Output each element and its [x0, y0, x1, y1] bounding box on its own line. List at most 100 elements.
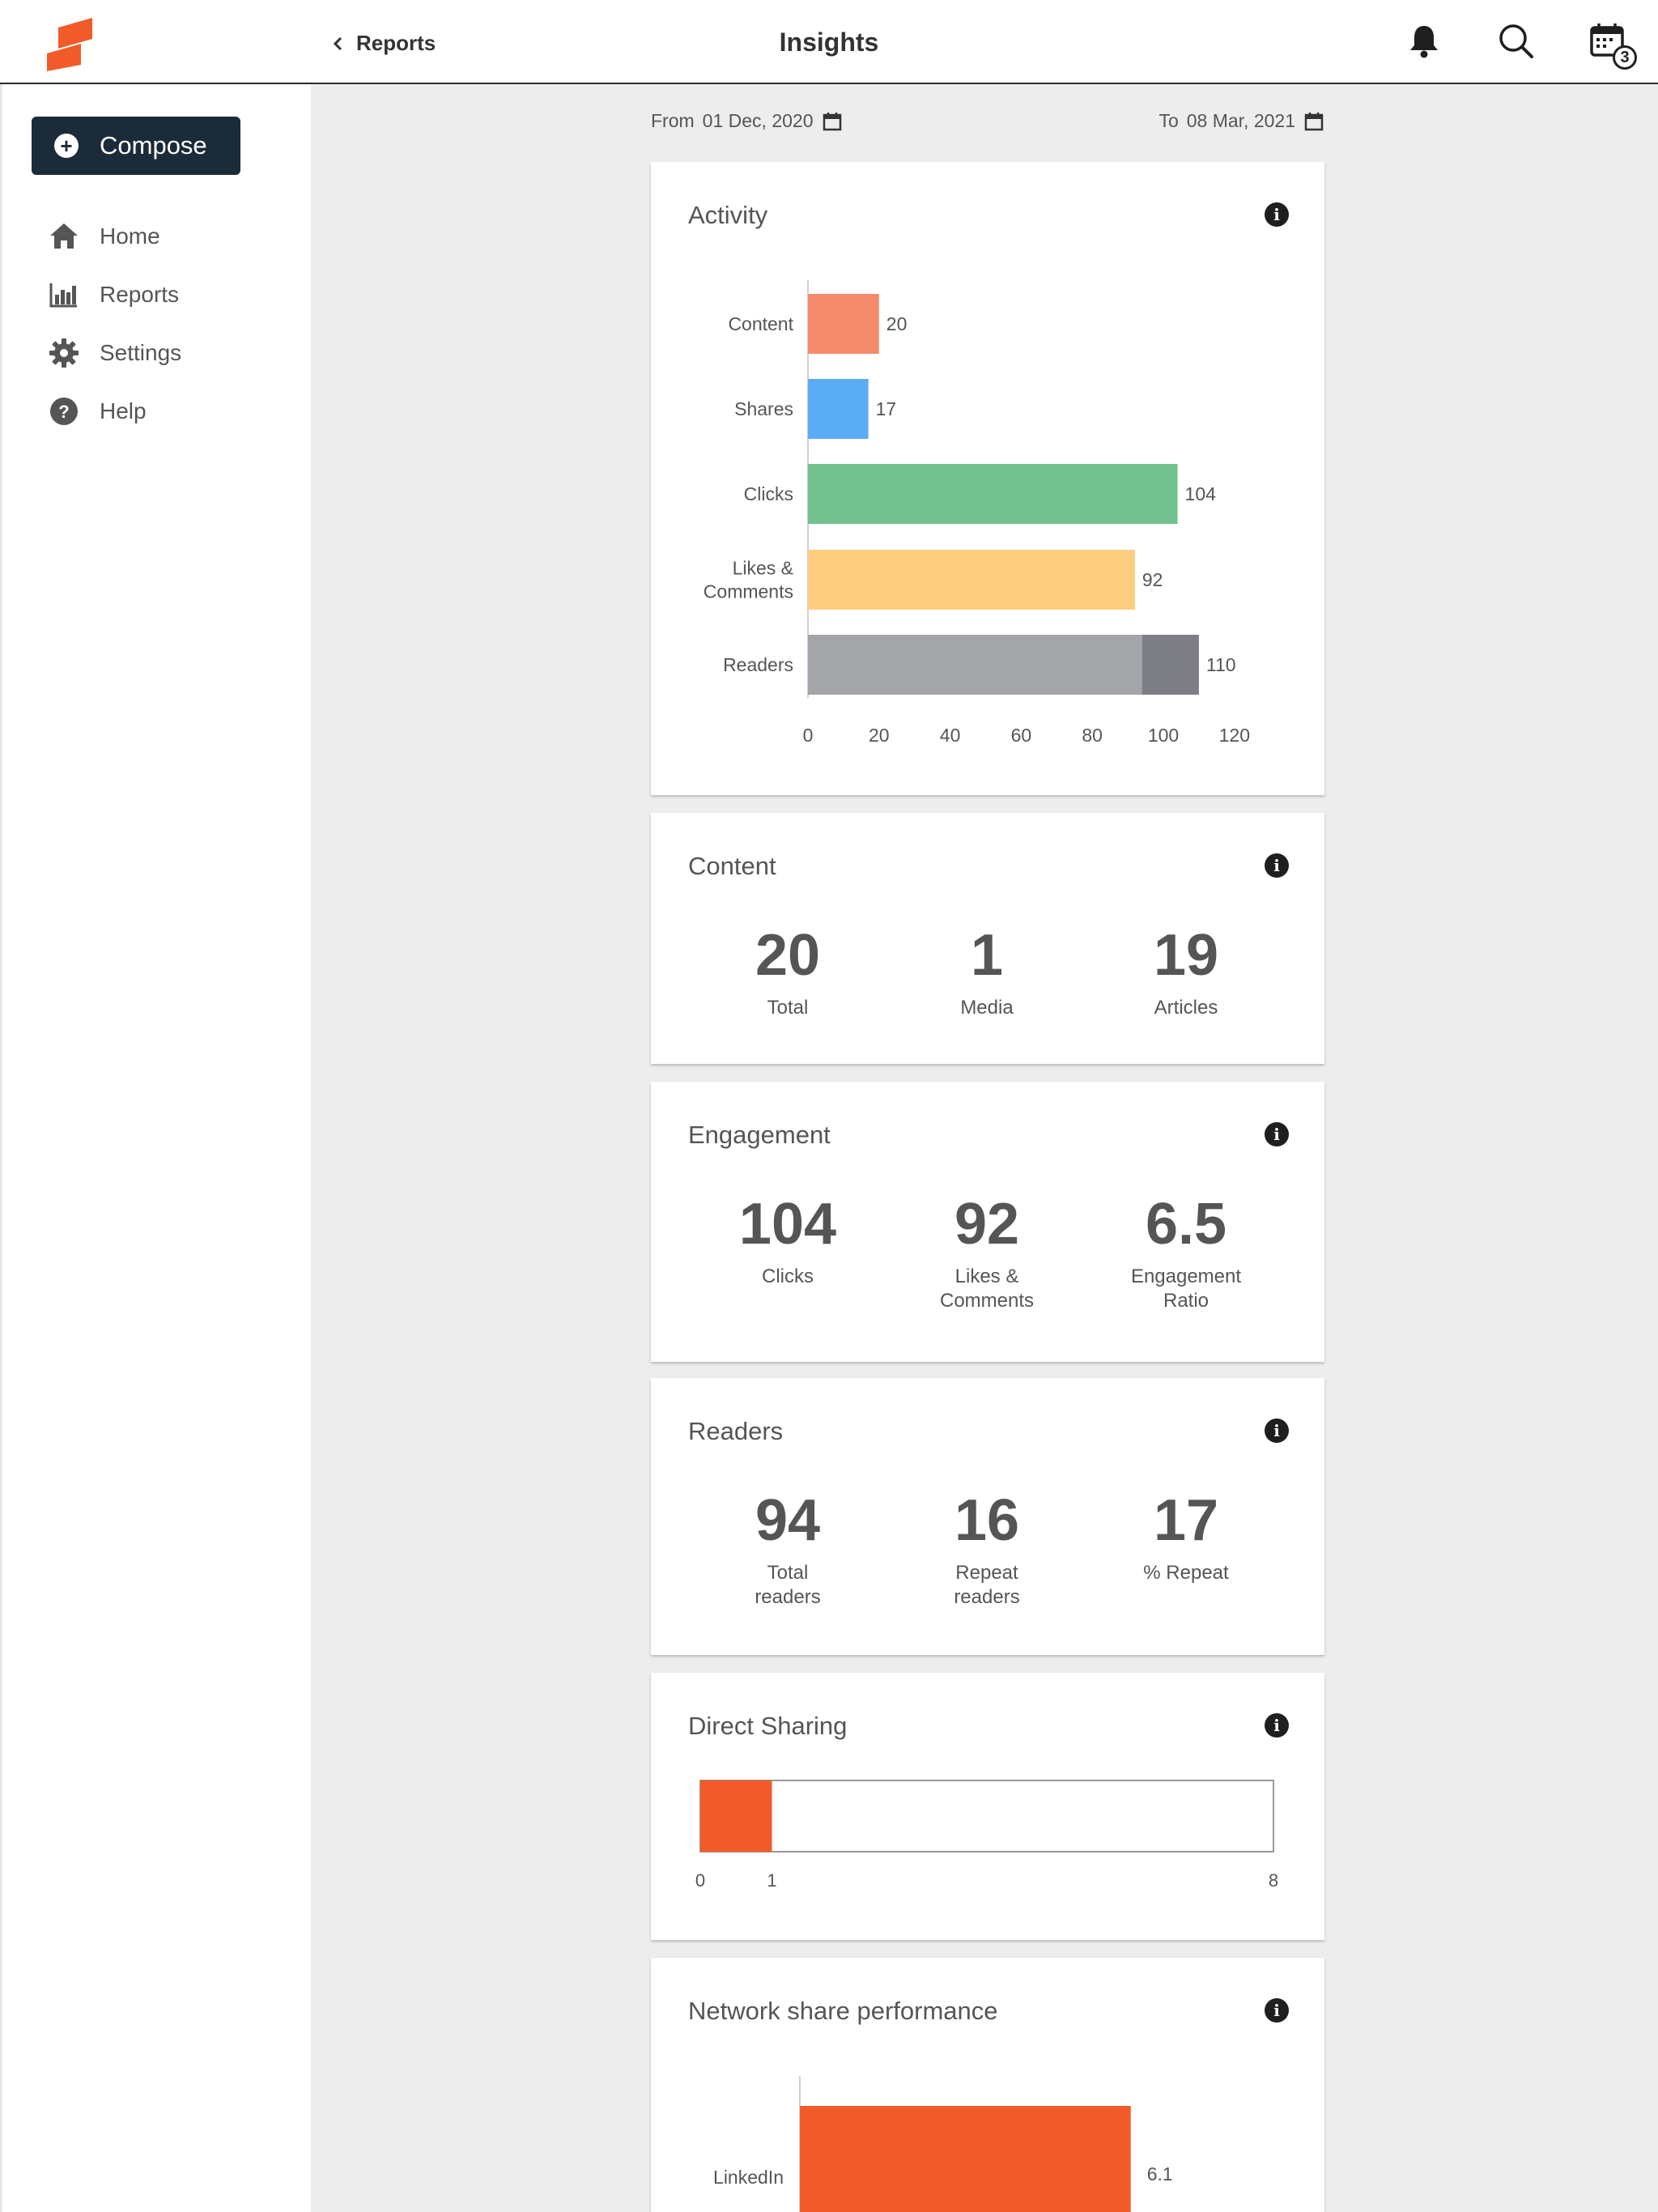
- data-label: 104: [1185, 483, 1217, 504]
- x-tick-label: 120: [1219, 725, 1250, 746]
- sidebar-item-label: Reports: [100, 282, 180, 307]
- bar-readers-repeat: [1141, 635, 1199, 695]
- data-label: 110: [1206, 654, 1236, 675]
- stat-label: Likes & Comments: [939, 1266, 1035, 1312]
- stat-label: Media: [960, 997, 1014, 1019]
- engagement-stats: 104 Clicks 92 Likes & Comments 6.5 Engageme…: [688, 1195, 1287, 1313]
- x-tick-label: 60: [1011, 725, 1032, 746]
- calendar-count-badge: 3: [1613, 45, 1637, 70]
- sidebar-item-label: Help: [100, 398, 147, 423]
- network-share-card: Network share performance i 6.1 LinkedIn: [651, 1958, 1324, 2212]
- x-tick-label: 80: [1082, 725, 1103, 746]
- stat-media: 1 Media: [887, 926, 1086, 1020]
- direct-sharing-card: Direct Sharing i 0 1 8: [651, 1673, 1324, 1940]
- calendar-icon: [1304, 112, 1324, 130]
- x-tick-label: 40: [940, 725, 961, 746]
- date-range: From 01 Dec, 2020 To 08 Mar, 2021: [651, 110, 1324, 138]
- bar-shares: [808, 379, 869, 439]
- card-title: Engagement: [688, 1121, 831, 1149]
- stat-label: Total: [767, 997, 809, 1019]
- stat-label: Total readers: [755, 1562, 821, 1608]
- date-from-value: 01 Dec, 2020: [702, 110, 814, 131]
- calendar-icon: [823, 112, 841, 130]
- card-title: Network share performance: [688, 1997, 998, 2025]
- sharing-track: [699, 1780, 1274, 1853]
- x-tick-label: 1: [767, 1870, 776, 1891]
- info-icon[interactable]: i: [1265, 1419, 1289, 1443]
- content-stats: 20 Total 1 Media 19 Articles: [688, 926, 1287, 1020]
- logo: [47, 18, 92, 71]
- gear-icon: [49, 338, 79, 368]
- calendar-icon: [1590, 23, 1624, 57]
- bar-readers-new: [808, 635, 1142, 695]
- stat-label: Repeat readers: [954, 1562, 1020, 1608]
- compose-label: Compose: [100, 131, 207, 160]
- bar-likes-comments: [808, 550, 1135, 610]
- stat-percent-repeat: 17 % Repeat: [1086, 1491, 1286, 1610]
- stat-value: 94: [755, 1488, 821, 1553]
- back-label: Reports: [356, 31, 436, 55]
- search-icon[interactable]: [1496, 21, 1537, 62]
- stat-value: 20: [755, 923, 821, 988]
- sidebar-item-label: Settings: [100, 340, 182, 365]
- back-to-reports-link[interactable]: Reports: [330, 31, 436, 56]
- stat-label: Engagement Ratio: [1130, 1266, 1242, 1312]
- info-icon[interactable]: i: [1265, 853, 1289, 878]
- category-label: Likes &: [733, 558, 793, 579]
- sidebar-item-reports[interactable]: Reports: [48, 266, 181, 324]
- data-label: 20: [886, 313, 908, 334]
- calendar-button[interactable]: 3: [1588, 21, 1637, 70]
- x-tick-label: 20: [869, 725, 890, 746]
- stat-label: Clicks: [762, 1266, 814, 1287]
- info-icon[interactable]: i: [1265, 1713, 1289, 1738]
- compose-button[interactable]: + Compose: [32, 117, 240, 175]
- sidebar-nav: Home Reports Settings ? Help: [48, 207, 181, 440]
- readers-card: Readers i 94 Total readers 16 Repeat reade…: [651, 1378, 1324, 1655]
- x-tick-label: 100: [1148, 725, 1179, 746]
- sharing-fill: [700, 1780, 772, 1852]
- home-icon: [50, 223, 78, 249]
- plus-circle-icon: +: [54, 134, 79, 158]
- stat-engagement-ratio: 6.5 Engagement Ratio: [1086, 1195, 1286, 1313]
- data-label: 92: [1142, 569, 1163, 590]
- info-icon[interactable]: i: [1265, 202, 1289, 227]
- x-tick-label: 0: [803, 725, 814, 746]
- readers-stats: 94 Total readers 16 Repeat readers 17 % Rep…: [688, 1491, 1287, 1610]
- bell-icon[interactable]: [1404, 21, 1444, 62]
- card-title: Readers: [688, 1417, 784, 1445]
- direct-sharing-chart: 0 1 8: [695, 1780, 1278, 1891]
- category-label: Content: [728, 313, 793, 334]
- date-from-label: From: [651, 110, 695, 131]
- bar-chart-icon: [49, 283, 77, 308]
- category-label: Comments: [704, 581, 793, 602]
- sidebar-item-home[interactable]: Home: [48, 207, 181, 266]
- stat-label: % Repeat: [1143, 1562, 1229, 1584]
- category-label: Shares: [734, 398, 793, 419]
- category-label: LinkedIn: [713, 2167, 784, 2188]
- sidebar-item-settings[interactable]: Settings: [48, 324, 181, 382]
- info-icon[interactable]: i: [1265, 1122, 1289, 1146]
- network-share-chart: 6.1 LinkedIn: [713, 2076, 1173, 2212]
- stat-total-readers: 94 Total readers: [688, 1491, 887, 1610]
- date-from-picker[interactable]: From 01 Dec, 2020: [651, 110, 843, 132]
- bar-content: [808, 294, 879, 354]
- bar-clicks: [808, 464, 1178, 524]
- sidebar-item-help[interactable]: ? Help: [48, 382, 181, 440]
- date-to-label: To: [1158, 110, 1179, 131]
- card-title: Direct Sharing: [688, 1712, 848, 1740]
- stat-value: 16: [954, 1488, 1020, 1553]
- card-title: Activity: [688, 201, 768, 229]
- stat-likes-comments: 92 Likes & Comments: [887, 1195, 1086, 1313]
- category-label: Readers: [723, 654, 793, 675]
- data-label: 6.1: [1147, 2163, 1173, 2184]
- stat-value: 104: [738, 1192, 837, 1257]
- data-label: 17: [876, 398, 897, 419]
- activity-card: Activity i 20 Content 17 Shares 104 Clicks 92 L…: [651, 162, 1324, 795]
- sidebar: + Compose Home Reports Settings ? Help: [0, 84, 311, 2212]
- stat-value: 17: [1153, 1488, 1219, 1553]
- info-icon[interactable]: i: [1265, 1998, 1289, 2023]
- date-to-picker[interactable]: To 08 Mar, 2021: [1158, 110, 1324, 132]
- bar-linkedin: [800, 2106, 1131, 2212]
- stat-label: Articles: [1154, 997, 1218, 1019]
- x-tick-label: 0: [695, 1870, 705, 1891]
